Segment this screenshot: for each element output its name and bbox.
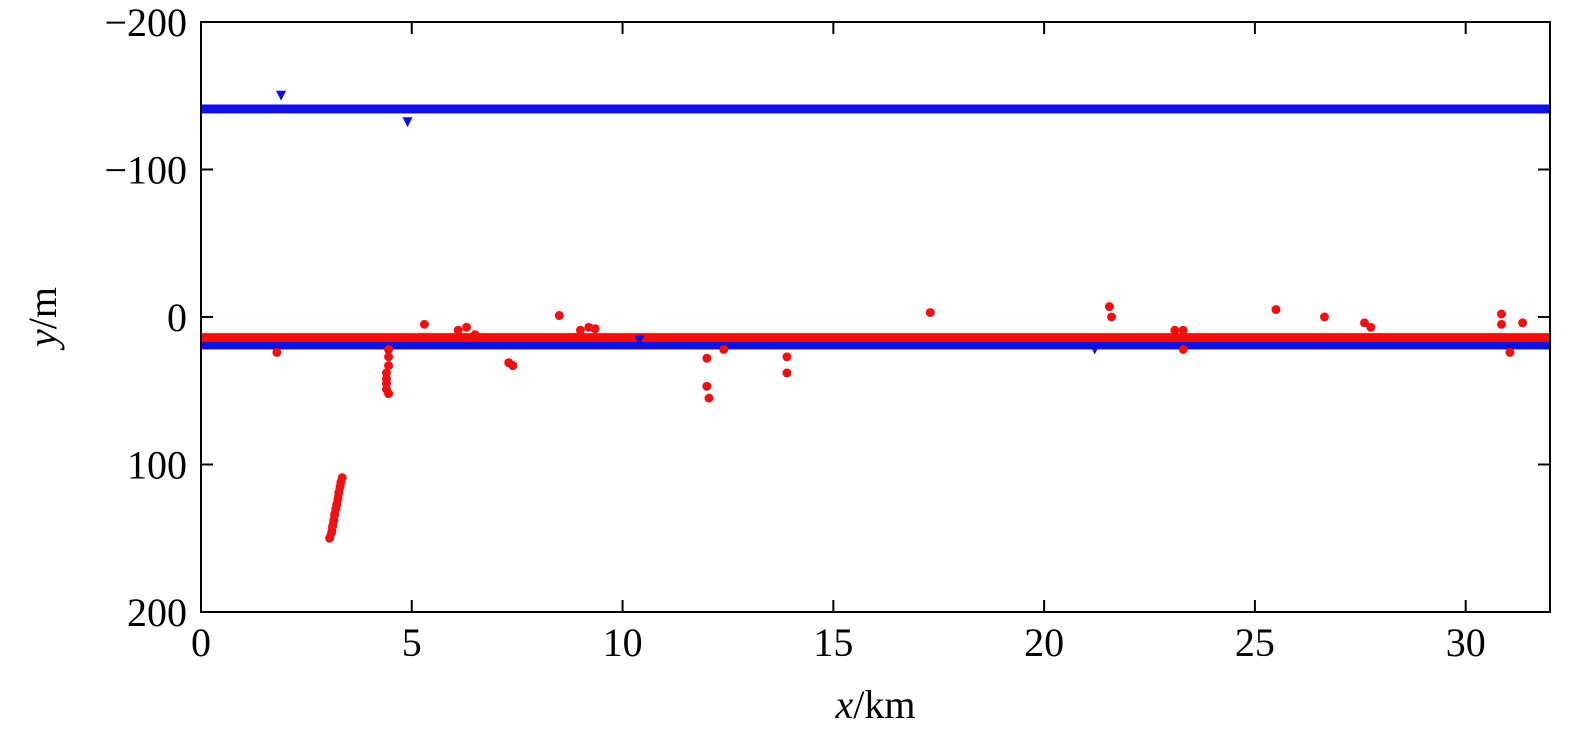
red-series-point-31 [1271, 305, 1281, 315]
red-series-point-21 [704, 393, 714, 403]
red-series-point-32 [1319, 312, 1329, 322]
x-tick-label: 5 [402, 620, 422, 665]
red-series-point-38 [1518, 318, 1528, 328]
red-series-point-1 [384, 344, 394, 354]
y-tick-label: −100 [104, 148, 187, 193]
red-series-point-12 [470, 330, 480, 340]
red-series-point-28 [1170, 325, 1180, 335]
blue-series-point-1 [402, 117, 413, 128]
blue-series-point-0 [276, 90, 287, 101]
y-tick-label: 200 [127, 590, 187, 635]
red-series-point-34 [1366, 322, 1376, 332]
red-series-point-20 [702, 381, 712, 391]
y-tick-label: 100 [127, 443, 187, 488]
red-series-point-23 [782, 352, 792, 362]
red-series-point-3 [384, 361, 394, 371]
red-series-point-33 [1360, 318, 1370, 328]
red-series-point-35 [1497, 309, 1507, 319]
red-series-point-15 [554, 311, 564, 321]
red-series-point-18 [590, 324, 600, 334]
red-series-point-16 [575, 325, 585, 335]
red-series-point-29 [1178, 325, 1188, 335]
red-series-point-30 [1178, 344, 1188, 354]
x-tick-label: 20 [1024, 620, 1064, 665]
axis-ticks: 0 5 10 15 20 25 30 −200 −100 0 100 200 [104, 0, 1550, 665]
red-series-point-14 [508, 361, 518, 371]
x-tick-label: 10 [603, 620, 643, 665]
x-tick-label: 30 [1446, 620, 1486, 665]
blue-series-point-3 [634, 335, 645, 346]
red-series-point-8 [384, 389, 394, 399]
red-series-point-19 [702, 353, 712, 363]
red-series-point-26 [1104, 302, 1114, 312]
y-tick-label: −200 [104, 0, 187, 45]
y-axis-label-text: y/m [20, 287, 65, 351]
x-tick-label: 0 [191, 620, 211, 665]
y-tick-label: 0 [167, 295, 187, 340]
x-tick-label: 15 [813, 620, 853, 665]
blue-series-point-2 [1089, 344, 1100, 355]
x-axis-label: x/km [835, 682, 916, 727]
red-series-point-22 [719, 344, 729, 354]
plot-content [201, 90, 1550, 543]
red-series-point-27 [1107, 312, 1117, 322]
x-axis-label-text: x/km [835, 682, 916, 727]
red-series-point-2 [384, 352, 394, 362]
red-series-point-9 [419, 319, 429, 329]
red-series-point-36 [1497, 319, 1507, 329]
red-series-point-37 [1505, 347, 1515, 357]
x-tick-label: 25 [1235, 620, 1275, 665]
red-series-run-line [325, 473, 347, 543]
y-axis-label: y/m [20, 287, 65, 351]
red-series-point-24 [782, 368, 792, 378]
red-series-point-0 [272, 347, 282, 357]
red-series-point-25 [925, 308, 935, 318]
red-series-point-10 [453, 325, 463, 335]
red-series-point-11 [462, 322, 472, 332]
